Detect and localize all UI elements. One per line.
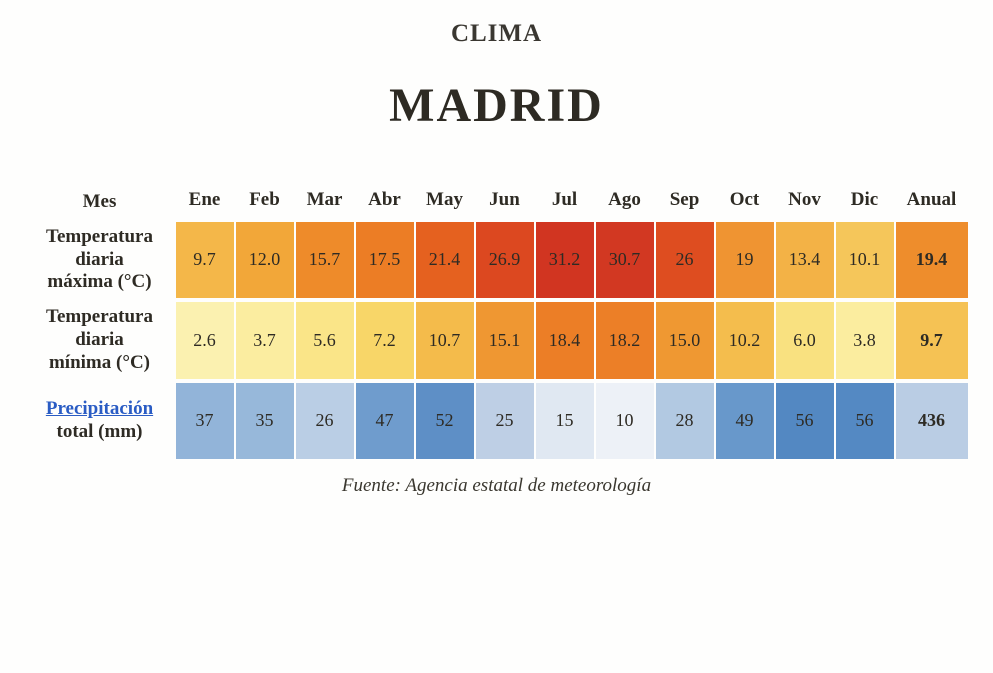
data-cell: 18.4 <box>536 302 594 378</box>
col-header-jul: Jul <box>536 187 594 218</box>
data-cell: 17.5 <box>356 222 414 298</box>
data-cell: 56 <box>776 383 834 459</box>
data-cell: 15.1 <box>476 302 534 378</box>
city-name: MADRID <box>10 78 983 133</box>
annual-cell: 436 <box>896 383 968 459</box>
data-cell: 9.7 <box>176 222 234 298</box>
row-label: Temperaturadiariamínima (°C) <box>26 302 174 378</box>
data-row: Precipitacióntotal (mm)37352647522515102… <box>26 383 968 459</box>
data-cell: 3.8 <box>836 302 894 378</box>
overline: CLIMA <box>10 20 983 48</box>
title-block: CLIMA MADRID <box>10 20 983 133</box>
data-cell: 56 <box>836 383 894 459</box>
data-cell: 7.2 <box>356 302 414 378</box>
data-cell: 31.2 <box>536 222 594 298</box>
data-cell: 19 <box>716 222 774 298</box>
data-cell: 35 <box>236 383 294 459</box>
data-cell: 28 <box>656 383 714 459</box>
annual-cell: 19.4 <box>896 222 968 298</box>
row-label: Temperaturadiariamáxima (°C) <box>26 222 174 298</box>
climate-table: Mes EneFebMarAbrMayJunJulAgoSepOctNovDic… <box>24 183 970 463</box>
col-header-feb: Feb <box>236 187 294 218</box>
data-cell: 5.6 <box>296 302 354 378</box>
col-header-dic: Dic <box>836 187 894 218</box>
header-row: Mes EneFebMarAbrMayJunJulAgoSepOctNovDic… <box>26 187 968 218</box>
annual-cell: 9.7 <box>896 302 968 378</box>
data-cell: 30.7 <box>596 222 654 298</box>
col-header-may: May <box>416 187 474 218</box>
data-cell: 3.7 <box>236 302 294 378</box>
col-header-ene: Ene <box>176 187 234 218</box>
data-cell: 10.7 <box>416 302 474 378</box>
col-header-abr: Abr <box>356 187 414 218</box>
data-cell: 26 <box>656 222 714 298</box>
col-header-ago: Ago <box>596 187 654 218</box>
data-cell: 15.7 <box>296 222 354 298</box>
data-cell: 26 <box>296 383 354 459</box>
col-header-oct: Oct <box>716 187 774 218</box>
data-cell: 10.1 <box>836 222 894 298</box>
data-cell: 52 <box>416 383 474 459</box>
data-cell: 15.0 <box>656 302 714 378</box>
data-cell: 18.2 <box>596 302 654 378</box>
corner-label: Mes <box>26 187 174 218</box>
data-cell: 15 <box>536 383 594 459</box>
data-cell: 47 <box>356 383 414 459</box>
data-cell: 13.4 <box>776 222 834 298</box>
col-header-nov: Nov <box>776 187 834 218</box>
data-row: Temperaturadiariamáxima (°C)9.712.015.71… <box>26 222 968 298</box>
data-cell: 10.2 <box>716 302 774 378</box>
data-cell: 21.4 <box>416 222 474 298</box>
col-header-sep: Sep <box>656 187 714 218</box>
data-cell: 37 <box>176 383 234 459</box>
row-label: Precipitacióntotal (mm) <box>26 383 174 459</box>
data-cell: 26.9 <box>476 222 534 298</box>
col-header-anual: Anual <box>896 187 968 218</box>
data-row: Temperaturadiariamínima (°C)2.63.75.67.2… <box>26 302 968 378</box>
data-cell: 25 <box>476 383 534 459</box>
data-cell: 2.6 <box>176 302 234 378</box>
col-header-jun: Jun <box>476 187 534 218</box>
data-cell: 49 <box>716 383 774 459</box>
data-cell: 10 <box>596 383 654 459</box>
col-header-mar: Mar <box>296 187 354 218</box>
data-cell: 12.0 <box>236 222 294 298</box>
source-footer: Fuente: Agencia estatal de meteorología <box>10 475 983 497</box>
data-cell: 6.0 <box>776 302 834 378</box>
